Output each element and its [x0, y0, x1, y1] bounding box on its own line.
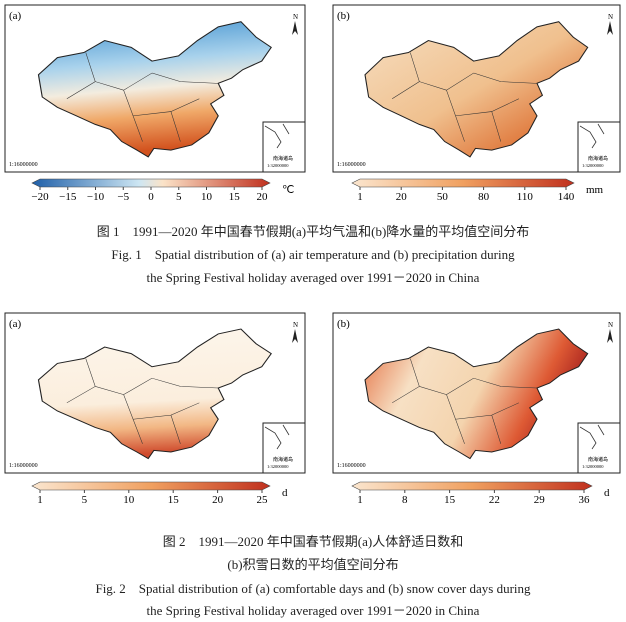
north-label: N: [608, 13, 613, 21]
inset-label: 南海诸岛: [588, 456, 608, 463]
colorbar-tick-label: 20: [257, 191, 269, 203]
caption-en: Fig. 1 Spatial distribution of (a) air t…: [111, 247, 515, 262]
north-label: N: [293, 13, 298, 21]
colorbar-tick-label: 22: [489, 494, 500, 506]
map: [37, 328, 272, 460]
province-borders: [66, 358, 219, 444]
panel-label: (a): [9, 10, 22, 22]
colorbar-tick-label: 20: [212, 494, 224, 506]
colorbar-unit: d: [604, 487, 610, 499]
colorbar: [351, 481, 593, 491]
colorbar-tick-label: 10: [123, 494, 135, 506]
map: [37, 21, 272, 158]
caption-cn: 图 2 1991—2020 年中国春节假期(a)人体舒适日数和: [162, 534, 464, 549]
colorbar-tick-label: −20: [31, 191, 49, 203]
caption-en: the Spring Festival holiday averaged ove…: [146, 603, 480, 618]
inset-scale: 1:32000000: [582, 464, 604, 469]
colorbar: [31, 178, 271, 188]
colorbar-tick-label: 80: [478, 191, 490, 203]
colorbar-tick-label: 0: [148, 191, 154, 203]
colorbar-tick-label: 5: [82, 494, 88, 506]
colorbar-tick-label: 50: [437, 191, 449, 203]
caption-cn: (b)积雪日数的平均值空间分布: [227, 557, 399, 572]
north-label: N: [293, 321, 298, 329]
colorbar-tick-label: −15: [59, 191, 77, 203]
china-outline: [37, 328, 272, 460]
colorbar-unit: ℃: [282, 184, 294, 196]
north-arrow: [292, 21, 298, 35]
colorbar-unit: mm: [586, 184, 604, 196]
colorbar-tick-label: 15: [444, 494, 456, 506]
north-label: N: [608, 321, 613, 329]
colorbar-tick-label: 29: [534, 494, 546, 506]
panel-label: (b): [337, 10, 350, 22]
inset-coast: [579, 424, 605, 450]
inset-coast: [264, 123, 290, 149]
colorbar-tick-label: 25: [257, 494, 269, 506]
colorbar-tick-label: 5: [176, 191, 182, 203]
colorbar-tick-label: 1: [37, 494, 43, 506]
inset-scale: 1:32000000: [267, 464, 289, 469]
map: [364, 328, 589, 460]
inset-coast: [579, 123, 605, 149]
colorbar-tick-label: −10: [87, 191, 105, 203]
north-arrow: [607, 21, 613, 35]
colorbar-tick-label: −5: [117, 191, 129, 203]
scale-text: 1:16000000: [9, 162, 38, 168]
inset-coast: [264, 424, 290, 450]
colorbar-tick-label: 8: [402, 494, 408, 506]
colorbar-tick-label: 140: [558, 191, 575, 203]
colorbar-tick-label: 36: [579, 494, 591, 506]
scale-text: 1:16000000: [337, 162, 366, 168]
colorbar-tick-label: 1: [357, 494, 363, 506]
colorbar-tick-label: 20: [396, 191, 408, 203]
panel-label: (b): [337, 318, 350, 330]
inset-frame: [577, 422, 621, 474]
map: [364, 21, 589, 158]
colorbar-tick-label: 10: [201, 191, 213, 203]
colorbar-tick-label: 15: [168, 494, 180, 506]
colorbar: [31, 481, 271, 491]
inset-label: 南海诸岛: [273, 155, 293, 162]
province-borders: [392, 52, 538, 142]
colorbar-tick-label: 110: [517, 191, 534, 203]
colorbar-tick-label: 1: [357, 191, 363, 203]
colorbar: [351, 178, 575, 188]
inset-frame: [262, 121, 306, 173]
china-outline: [37, 21, 272, 158]
inset-scale: 1:32000000: [582, 163, 604, 168]
caption-cn: 图 1 1991—2020 年中国春节假期(a)平均气温和(b)降水量的平均值空…: [96, 224, 530, 239]
province-borders: [392, 358, 538, 444]
colorbar-unit: d: [282, 487, 288, 499]
inset-label: 南海诸岛: [273, 456, 293, 463]
scale-text: 1:16000000: [9, 463, 38, 469]
china-outline: [364, 328, 589, 460]
caption-en: the Spring Festival holiday averaged ove…: [146, 270, 480, 285]
north-arrow: [607, 329, 613, 343]
inset-label: 南海诸岛: [588, 155, 608, 162]
inset-scale: 1:32000000: [267, 163, 289, 168]
north-arrow: [292, 329, 298, 343]
inset-frame: [577, 121, 621, 173]
inset-frame: [262, 422, 306, 474]
scale-text: 1:16000000: [337, 463, 366, 469]
caption-en: Fig. 2 Spatial distribution of (a) comfo…: [95, 581, 531, 596]
panel-label: (a): [9, 318, 22, 330]
colorbar-tick-label: 15: [229, 191, 241, 203]
province-borders: [66, 52, 219, 142]
china-outline: [364, 21, 589, 158]
